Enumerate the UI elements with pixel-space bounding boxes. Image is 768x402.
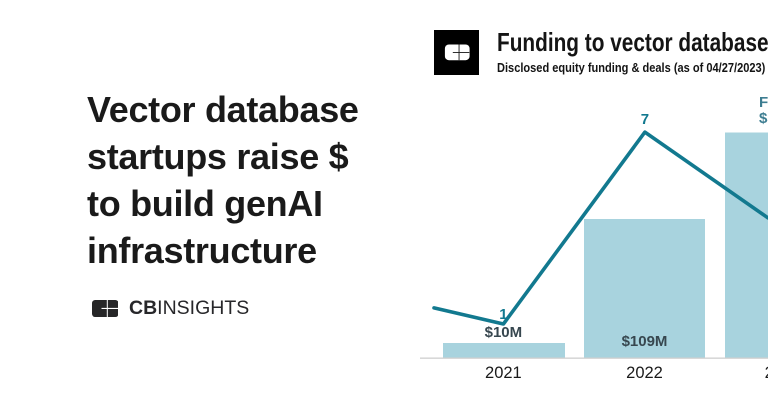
svg-text:1: 1: [499, 306, 507, 323]
svg-text:7: 7: [641, 111, 649, 128]
svg-text:$383M: $383M: [759, 110, 768, 127]
svg-text:$109M: $109M: [622, 333, 668, 350]
svg-text:2023: 2023: [765, 364, 768, 382]
svg-text:2021: 2021: [485, 364, 522, 382]
svg-text:Funding total: Funding total: [759, 94, 768, 111]
svg-text:$10M: $10M: [485, 324, 523, 341]
svg-text:2022: 2022: [626, 364, 663, 382]
